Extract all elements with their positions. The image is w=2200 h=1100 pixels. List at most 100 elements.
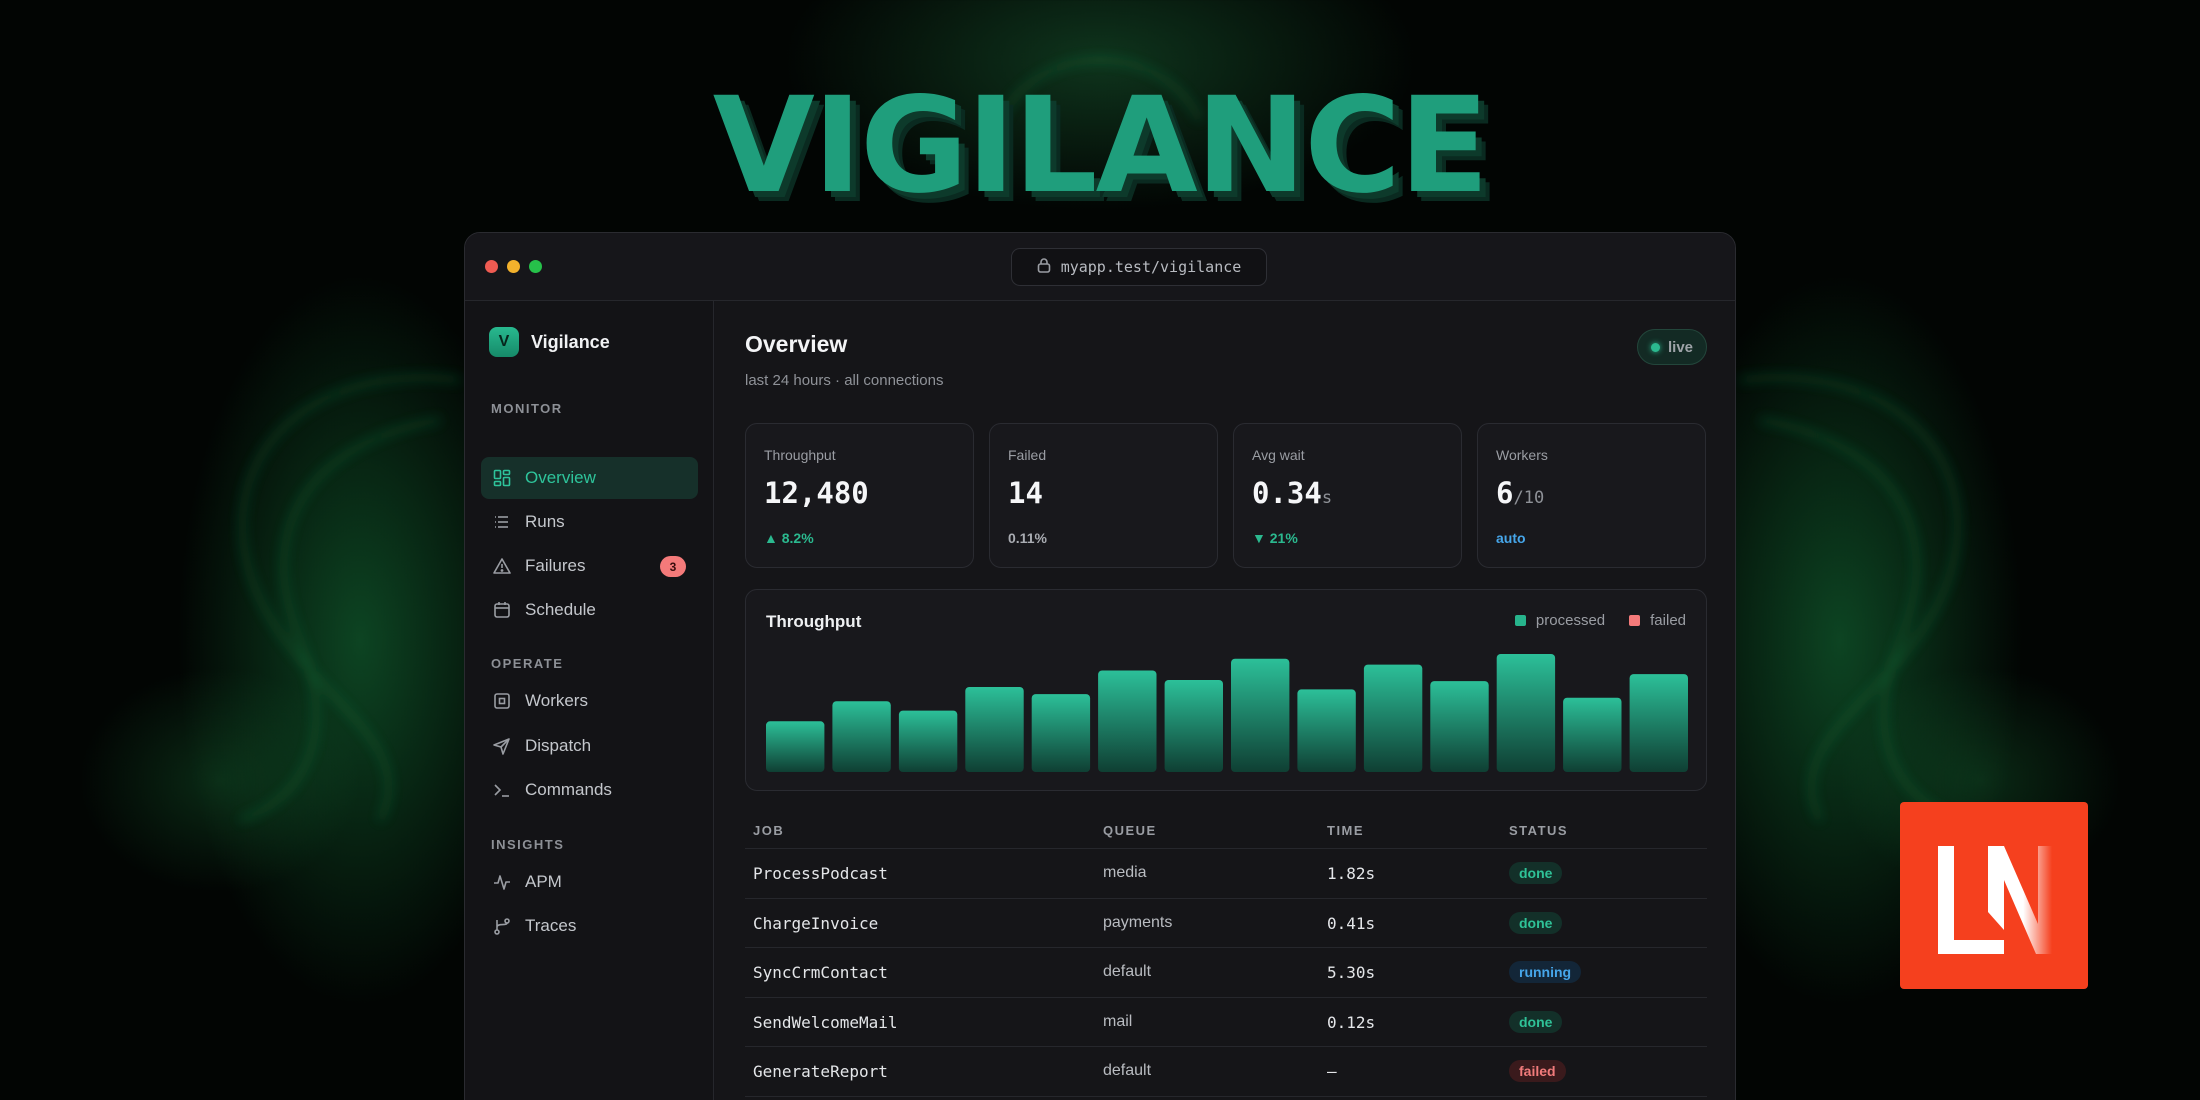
chart-bar[interactable] — [766, 721, 825, 772]
chart-bar[interactable] — [1430, 681, 1489, 772]
sidebar-item-commands[interactable]: Commands — [481, 769, 698, 811]
send-icon — [493, 737, 511, 755]
close-window-dot[interactable] — [485, 260, 498, 273]
pulse-icon — [493, 873, 511, 891]
jobs-table: JOB QUEUE TIME STATUS ProcessPodcast medi… — [745, 811, 1707, 1097]
minimize-window-dot[interactable] — [507, 260, 520, 273]
legend-label-failed: failed — [1650, 612, 1686, 629]
sidebar-item-traces[interactable]: Traces — [481, 905, 698, 947]
section-label-insights: INSIGHTS — [491, 837, 565, 852]
live-indicator[interactable]: live — [1637, 329, 1707, 365]
stat-label: Failed — [1008, 447, 1047, 463]
brand[interactable]: V Vigilance — [489, 327, 610, 357]
stat-footnote: ▼ 21% — [1252, 530, 1298, 546]
stat-card-workers: Workers 6/10 auto — [1477, 423, 1706, 568]
time-cell: — — [1327, 1062, 1337, 1081]
list-icon — [493, 513, 511, 531]
chart-bar[interactable] — [1629, 674, 1688, 772]
warning-icon — [493, 557, 511, 575]
sidebar-item-dispatch[interactable]: Dispatch — [481, 725, 698, 767]
job-name-cell: ChargeInvoice — [753, 913, 879, 933]
chart-bar[interactable] — [832, 701, 891, 772]
sidebar-item-label: APM — [525, 872, 562, 891]
column-header-status[interactable]: STATUS — [1509, 823, 1569, 838]
chart-bar[interactable] — [965, 687, 1024, 772]
chart-bar[interactable] — [1164, 680, 1223, 772]
section-label-operate: OPERATE — [491, 656, 564, 671]
sidebar-item-apm[interactable]: APM — [481, 861, 698, 903]
chart-bar[interactable] — [1496, 654, 1556, 772]
branch-icon — [493, 917, 511, 935]
stat-label: Avg wait — [1252, 447, 1305, 463]
chart-bar[interactable] — [1231, 658, 1290, 772]
sidebar-item-runs[interactable]: Runs — [481, 501, 698, 543]
failures-count-badge: 3 — [660, 556, 686, 577]
status-badge: running — [1509, 961, 1582, 983]
stat-label: Workers — [1496, 447, 1548, 463]
browser-window: myapp.test/vigilance V Vigilance MONITOR… — [464, 232, 1736, 1100]
terminal-icon — [493, 781, 511, 799]
chart-bar[interactable] — [1563, 697, 1622, 772]
status-badge: done — [1509, 911, 1563, 934]
sidebar-item-label: Schedule — [525, 600, 596, 619]
maximize-window-dot[interactable] — [529, 260, 542, 273]
stat-card-throughput: Throughput 12,480 ▲ 8.2% — [745, 423, 974, 568]
table-row[interactable]: SendWelcomeMail mail 0.12s done — [745, 998, 1707, 1047]
chart-bar[interactable] — [1363, 664, 1423, 772]
grid-icon — [493, 469, 511, 487]
sidebar-item-label: Traces — [525, 916, 577, 935]
throughput-chart: Throughput processed failed — [745, 589, 1707, 791]
column-header-time[interactable]: TIME — [1327, 823, 1365, 838]
sidebar-item-label: Dispatch — [525, 736, 592, 755]
brand-logo: V — [489, 327, 519, 357]
sidebar: V Vigilance MONITOR Overview Runs Failur… — [465, 301, 714, 1100]
status-badge: done — [1509, 1010, 1563, 1033]
stat-footnote: ▲ 8.2% — [764, 530, 814, 546]
time-cell: 0.12s — [1327, 1012, 1376, 1032]
queue-cell: default — [1103, 963, 1152, 980]
page-title: Overview — [745, 331, 848, 357]
browser-titlebar: myapp.test/vigilance — [465, 233, 1735, 301]
table-row[interactable]: ProcessPodcast media 1.82s done — [745, 849, 1707, 899]
status-badge: failed — [1509, 1060, 1566, 1082]
live-label: live — [1667, 338, 1694, 356]
sidebar-item-label: Workers — [525, 691, 588, 710]
time-cell: 0.41s — [1327, 913, 1376, 933]
hero-title: VIGILANCE — [712, 69, 1490, 223]
chart-plot-area — [766, 654, 1688, 773]
sidebar-item-failures[interactable]: Failures 3 — [481, 545, 698, 587]
chart-bar[interactable] — [898, 710, 958, 772]
queue-cell: payments — [1103, 913, 1173, 931]
column-header-job[interactable]: JOB — [753, 823, 785, 838]
queue-cell: mail — [1103, 1012, 1133, 1030]
stat-value: 14 — [1008, 476, 1043, 510]
main-content: Overview last 24 hours · all connections… — [715, 301, 1735, 1100]
table-row[interactable]: SyncCrmContact default 5.30s running — [745, 948, 1707, 998]
sidebar-item-overview[interactable]: Overview — [481, 457, 698, 499]
stat-footnote: 0.11% — [1008, 530, 1047, 546]
sidebar-item-workers[interactable]: Workers — [481, 680, 698, 722]
section-label-monitor: MONITOR — [491, 401, 563, 416]
column-header-queue[interactable]: QUEUE — [1103, 823, 1157, 838]
stat-value: 0.34s — [1252, 476, 1333, 510]
job-name-cell: ProcessPodcast — [753, 864, 888, 883]
sidebar-item-schedule[interactable]: Schedule — [481, 589, 698, 631]
stat-card-avg-wait: Avg wait 0.34s ▼ 21% — [1233, 423, 1462, 568]
ln-brand-logo — [1900, 802, 2088, 989]
table-row[interactable]: GenerateReport default — failed — [745, 1047, 1707, 1097]
url-bar[interactable]: myapp.test/vigilance — [1011, 248, 1267, 286]
sidebar-item-label: Overview — [525, 468, 596, 487]
table-row[interactable]: ChargeInvoice payments 0.41s done — [745, 899, 1707, 948]
chart-legend: processed failed — [1514, 612, 1686, 629]
chart-bar[interactable] — [1297, 689, 1356, 772]
status-badge: done — [1509, 862, 1563, 884]
time-cell: 1.82s — [1327, 864, 1376, 883]
chart-bar[interactable] — [1031, 694, 1091, 772]
legend-swatch-failed — [1629, 615, 1641, 626]
job-name-cell: SendWelcomeMail — [753, 1012, 898, 1032]
cpu-icon — [493, 692, 511, 710]
chart-bar[interactable] — [1098, 670, 1157, 773]
stat-card-failed: Failed 14 0.11% — [989, 423, 1218, 568]
job-name-cell: GenerateReport — [753, 1062, 888, 1081]
